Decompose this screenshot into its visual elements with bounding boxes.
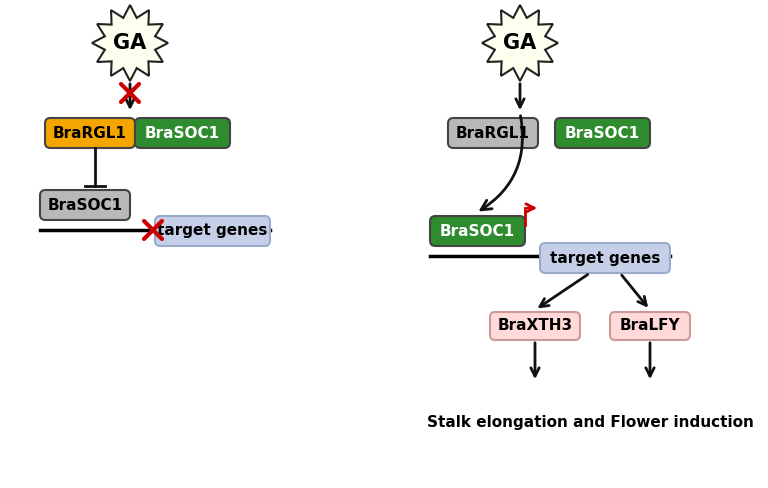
FancyBboxPatch shape [430,216,525,246]
FancyBboxPatch shape [45,118,135,148]
FancyBboxPatch shape [610,312,690,340]
Text: Stalk elongation and Flower induction: Stalk elongation and Flower induction [426,415,753,430]
Text: BraSOC1: BraSOC1 [145,125,220,141]
Text: BraRGL1: BraRGL1 [53,125,127,141]
FancyBboxPatch shape [555,118,650,148]
FancyArrowPatch shape [481,116,522,210]
FancyBboxPatch shape [40,190,130,220]
FancyBboxPatch shape [490,312,580,340]
FancyBboxPatch shape [448,118,538,148]
Text: BraSOC1: BraSOC1 [48,198,123,212]
FancyBboxPatch shape [540,243,670,273]
Text: BraRGL1: BraRGL1 [456,125,530,141]
Text: BraXTH3: BraXTH3 [498,319,573,333]
FancyBboxPatch shape [135,118,230,148]
Text: GA: GA [114,33,147,53]
Text: BraSOC1: BraSOC1 [440,224,515,239]
Text: BraLFY: BraLFY [620,319,680,333]
FancyBboxPatch shape [155,216,270,246]
Polygon shape [92,5,168,81]
Text: target genes: target genes [157,224,268,239]
Text: GA: GA [503,33,537,53]
Text: target genes: target genes [550,250,660,265]
Text: BraSOC1: BraSOC1 [565,125,640,141]
Polygon shape [482,5,558,81]
